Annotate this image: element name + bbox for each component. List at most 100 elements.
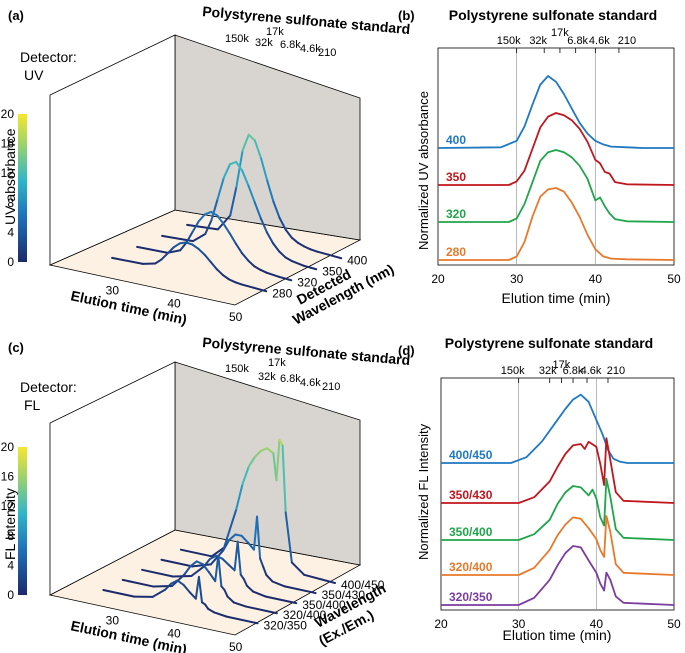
- panel-b-standard-label: 17k: [551, 27, 569, 39]
- panel-a-colorbar-tick: 4: [7, 225, 14, 239]
- panel-a-colorbar-tick: 8: [7, 196, 14, 210]
- panel-d-series-320-350: [441, 545, 675, 606]
- panel-c-segment: [164, 582, 173, 591]
- panel-a-x-ticks: 30 40 50: [106, 283, 243, 324]
- panel-a-segment: [240, 252, 250, 262]
- panel-c-segment: [259, 557, 265, 568]
- panel-c-segment: [223, 508, 238, 549]
- panel-c-segment: [209, 549, 225, 566]
- panel-a-segment: [172, 242, 181, 249]
- panel-a-back-wall: [174, 34, 361, 241]
- panel-d-series-350-400: [441, 477, 675, 541]
- panel-d-y-label: Normalized FL Intensity: [416, 423, 431, 560]
- panel-a-segment: [302, 264, 318, 271]
- panel-a-segment: [303, 245, 312, 251]
- panel-a-segment: [228, 278, 237, 284]
- panel-a-segment: [241, 133, 250, 152]
- panel-c-series-350-430: [160, 515, 317, 595]
- panel-a-segment: [253, 265, 262, 271]
- panel-a-segment: [290, 236, 300, 244]
- panel-c-detector-value: FL: [24, 397, 41, 413]
- panel-c-depth-tick: 320/400: [283, 608, 327, 622]
- panel-c-colorbar-tick: 12: [1, 499, 15, 513]
- panel-d-plot-area: [440, 377, 675, 611]
- panel-b-standard-label: 4.6k: [589, 35, 610, 47]
- panel-c-segment: [271, 580, 286, 588]
- panel-a-segment: [160, 252, 169, 261]
- panel-a-colorbar-ticks: 0 4 8 12 16 20: [1, 107, 15, 269]
- panel-a-segment: [235, 149, 244, 188]
- panel-c-segment: [179, 548, 213, 558]
- panel-c-standard-label: 32k: [258, 371, 276, 383]
- panel-c-standards: 150k 17k 32k 6.8k 4.6k 210: [225, 357, 340, 393]
- panel-a-detector-value: UV: [24, 67, 44, 83]
- panel-c-segment: [246, 541, 255, 551]
- panel-a-segment: [247, 184, 256, 203]
- panel-c-depth-tick: 350/400: [302, 598, 346, 612]
- panel-a-segment: [309, 248, 318, 253]
- panel-b-y-label: Normalized UV absorbance: [416, 91, 431, 250]
- panel-c-label: (c): [8, 340, 24, 355]
- panel-d-standard-label: 17k: [553, 359, 571, 371]
- panel-c-segment: [102, 588, 136, 598]
- panel-c-segment: [210, 546, 225, 558]
- panel-c-segment: [160, 558, 194, 568]
- panel-a-segment: [185, 230, 194, 244]
- panel-c-segment: [242, 578, 248, 587]
- panel-c-segment: [266, 447, 275, 455]
- panel-d-standard-label: 4.6k: [581, 365, 602, 377]
- panel-a-segment: [272, 242, 281, 253]
- panel-a-standard-label: 17k: [266, 26, 284, 38]
- panel-a-detector-label: Detector:: [20, 49, 77, 65]
- panel-a-segment: [229, 185, 238, 217]
- panel-c-segment: [235, 483, 244, 511]
- panel-a-segment: [191, 233, 207, 243]
- panel-a-x-tick: 30: [106, 283, 120, 297]
- panel-c-segment: [197, 575, 203, 604]
- panel-a-segment: [265, 231, 275, 245]
- panel-c-detector-label: Detector:: [20, 379, 77, 395]
- panel-a-colorbar: [18, 114, 27, 262]
- panel-a-segment: [185, 241, 194, 246]
- panel-a-colorbar-tick: 20: [1, 107, 15, 121]
- panel-b-standard-label: 6.8k: [567, 35, 588, 47]
- panel-b-title: Polystyrene sulfonate standard: [449, 7, 658, 23]
- panel-a-colorbar-tick: 0: [7, 255, 14, 269]
- panel-d-x-tick: 50: [667, 617, 681, 631]
- panel-a-segment: [222, 222, 231, 235]
- panel-c-segment: [227, 563, 236, 572]
- panel-c-x-tick: 40: [167, 627, 181, 641]
- panel-a-series: [111, 133, 343, 293]
- panel-d-series-label: 320/400: [449, 560, 493, 574]
- panel-a-segment: [284, 256, 293, 262]
- panel-c-segment: [189, 560, 198, 568]
- panel-c-series: [102, 438, 336, 625]
- panel-c-segment: [170, 579, 179, 585]
- panel-c-standard-label: 210: [322, 381, 340, 393]
- panel-c-segment: [221, 557, 230, 566]
- panel-c-colorbar: [18, 447, 27, 595]
- panel-a-segment: [186, 223, 219, 231]
- panel-a-segment: [252, 286, 268, 293]
- panel-c-segment: [195, 560, 204, 566]
- panel-b-x-tick: 50: [667, 272, 681, 286]
- panel-c-segment: [222, 538, 231, 552]
- panel-b-series-400: [437, 75, 674, 149]
- panel-a-segment: [240, 283, 255, 289]
- panel-a-segment: [284, 228, 293, 239]
- panel-b-standard-label: 210: [618, 35, 636, 47]
- panel-a-segment: [204, 219, 213, 235]
- panel-c-segment: [236, 540, 242, 576]
- panel-c-segment: [183, 565, 192, 576]
- panel-c-segment: [252, 590, 267, 598]
- panel-d-series-350-430: [441, 437, 675, 504]
- panel-a-segment: [253, 200, 262, 220]
- panel-b-x-tick: 20: [431, 272, 445, 286]
- panel-a-colorbar-tick: 16: [1, 137, 15, 151]
- panel-d-label: (d): [398, 343, 415, 358]
- panel-c-segment: [260, 447, 269, 452]
- panel-a-segment: [191, 243, 200, 250]
- panel-a-segment: [265, 271, 280, 278]
